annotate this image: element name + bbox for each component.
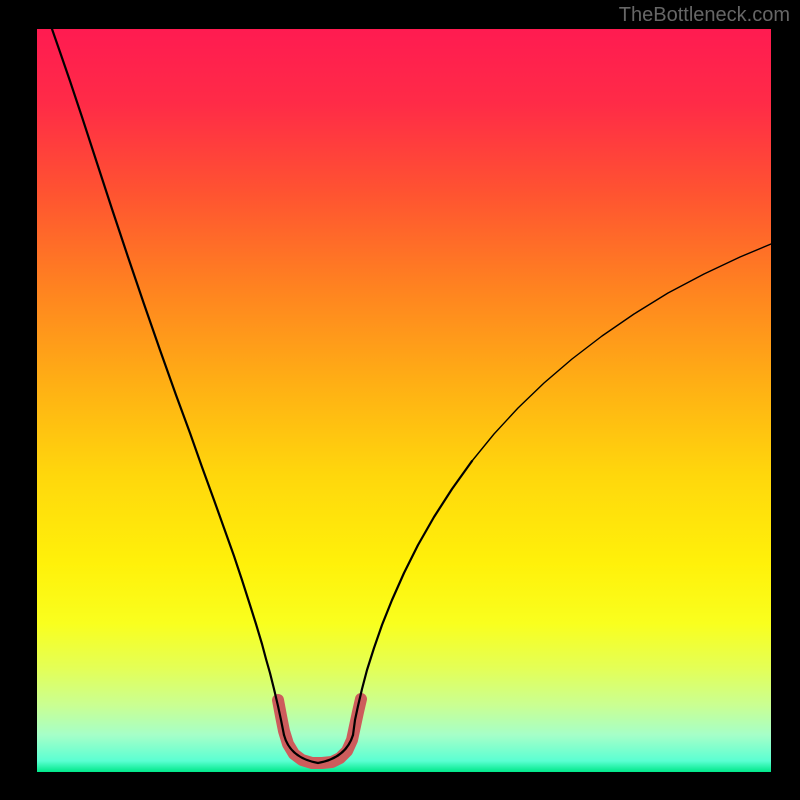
watermark-text: TheBottleneck.com	[619, 4, 790, 27]
highlight-u-shape	[278, 699, 361, 763]
plot-area	[37, 29, 771, 772]
main-curve	[52, 29, 771, 763]
curve-layer	[37, 29, 771, 772]
